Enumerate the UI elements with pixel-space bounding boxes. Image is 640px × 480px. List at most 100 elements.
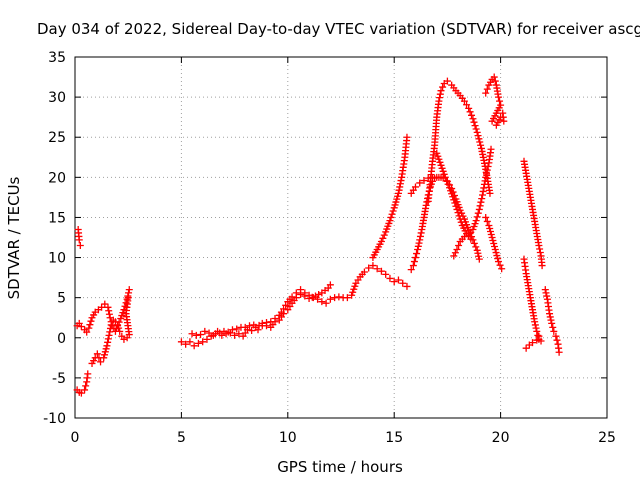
- data-point: [489, 237, 497, 245]
- x-tick-label: 5: [177, 430, 186, 446]
- data-point: [546, 313, 554, 321]
- data-point: [453, 246, 461, 254]
- data-point: [437, 161, 445, 169]
- data-point: [456, 215, 464, 223]
- data-point: [451, 199, 459, 207]
- data-point: [491, 77, 499, 85]
- data-point: [472, 217, 480, 225]
- data-point: [439, 83, 447, 91]
- data-point: [543, 292, 551, 300]
- data-point: [263, 322, 271, 330]
- data-point: [348, 291, 356, 299]
- data-point: [399, 279, 407, 287]
- data-point: [542, 289, 550, 297]
- data-point: [453, 205, 461, 213]
- y-tick-label: 30: [48, 90, 66, 106]
- data-point: [417, 229, 425, 237]
- data-point: [541, 286, 549, 294]
- data-point: [435, 97, 443, 105]
- data-point: [455, 242, 463, 250]
- data-point: [351, 282, 359, 290]
- data-point: [81, 386, 89, 394]
- series-early-dip: [73, 370, 92, 397]
- data-point: [390, 278, 398, 286]
- data-point: [487, 230, 495, 238]
- data-point: [416, 232, 424, 240]
- data-point: [436, 158, 444, 166]
- data-point: [441, 173, 449, 181]
- data-point: [485, 221, 493, 229]
- data-point: [349, 288, 357, 296]
- data-point: [470, 239, 478, 247]
- data-point: [454, 209, 462, 217]
- data-point: [477, 141, 485, 149]
- data-point: [415, 239, 423, 247]
- data-point: [532, 324, 540, 332]
- data-point: [326, 295, 334, 303]
- data-point: [488, 117, 496, 125]
- data-point: [450, 252, 458, 260]
- data-point: [476, 202, 484, 210]
- data-point: [553, 336, 561, 344]
- data-point: [258, 319, 266, 327]
- data-point: [496, 97, 504, 105]
- data-point: [470, 118, 478, 126]
- data-point: [474, 209, 482, 217]
- data-point: [484, 163, 492, 171]
- data-point: [466, 108, 474, 116]
- data-point: [437, 87, 445, 95]
- data-point: [494, 258, 502, 266]
- data-point: [414, 246, 422, 254]
- data-point: [379, 234, 387, 242]
- data-point: [199, 338, 207, 346]
- data-point: [77, 389, 85, 397]
- data-point: [443, 77, 451, 85]
- data-point: [271, 318, 279, 326]
- data-point: [288, 293, 296, 301]
- x-tick-label: 15: [385, 430, 403, 446]
- data-point: [492, 249, 500, 257]
- data-point: [455, 212, 463, 220]
- data-point: [529, 339, 537, 347]
- data-point: [535, 242, 543, 250]
- data-point: [85, 324, 93, 332]
- data-point: [389, 207, 397, 215]
- data-point: [440, 170, 448, 178]
- data-point: [416, 179, 424, 187]
- data-point: [555, 348, 563, 356]
- x-tick-labels: 0 5 10 15 20 25: [71, 430, 616, 446]
- data-point: [377, 267, 385, 275]
- data-point: [201, 327, 209, 335]
- data-point: [536, 245, 544, 253]
- data-point: [538, 262, 546, 270]
- series-early-start: [74, 225, 84, 250]
- grid: [75, 57, 607, 418]
- x-tick-label: 20: [492, 430, 510, 446]
- data-point: [386, 217, 394, 225]
- series-drop-c: [522, 332, 543, 352]
- data-point: [305, 294, 313, 302]
- data-point: [194, 339, 202, 347]
- data-point: [76, 242, 84, 250]
- y-tick-label: 0: [57, 331, 66, 347]
- data-point: [292, 294, 300, 302]
- data-point: [280, 310, 288, 318]
- data-point: [486, 224, 494, 232]
- data-point: [548, 319, 556, 327]
- data-point: [197, 331, 205, 339]
- data-point: [394, 276, 402, 284]
- data-point: [473, 128, 481, 136]
- data-point: [413, 250, 421, 258]
- data-point: [494, 255, 502, 263]
- data-point: [414, 242, 422, 250]
- data-point: [218, 331, 226, 339]
- data-point: [483, 166, 491, 174]
- data-point: [490, 73, 498, 81]
- data-point: [105, 307, 113, 315]
- data-point: [537, 337, 545, 345]
- data-point: [335, 293, 343, 301]
- data-point: [115, 324, 123, 332]
- series-mid-arc: [450, 145, 495, 260]
- data-point: [463, 101, 471, 109]
- data-point: [496, 261, 504, 269]
